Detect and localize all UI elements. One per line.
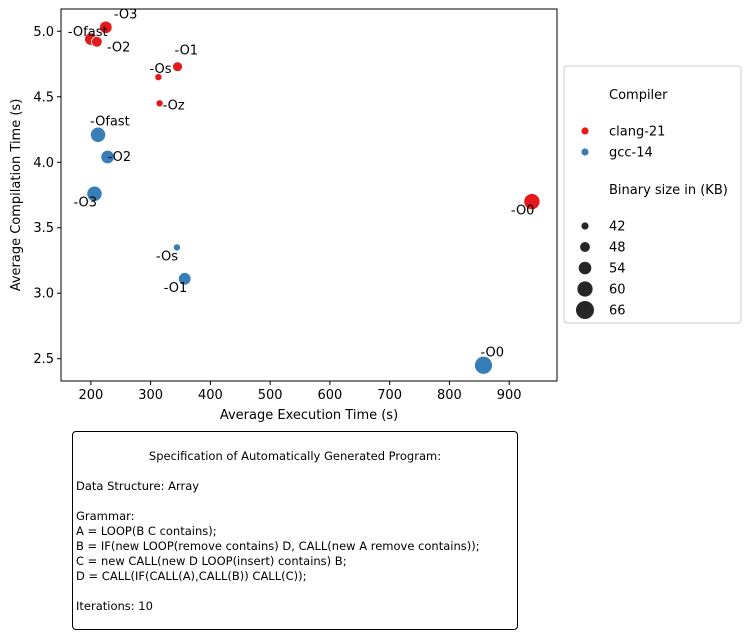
point-label: -O3: [114, 7, 138, 22]
legend-size-marker: [576, 301, 594, 319]
spec-title: Specification of Automatically Generated…: [148, 449, 442, 463]
legend: Compiler clang-21 gcc-14 Binary size in (…: [563, 65, 742, 324]
point-label: -O3: [73, 196, 97, 211]
point-gcc-14-O0: [474, 355, 493, 375]
legend-size-marker: [578, 261, 592, 275]
x-tick-label: 900: [497, 388, 522, 403]
point-clang-21-O2: [91, 35, 103, 48]
x-tick-label: 200: [78, 388, 103, 403]
point-gcc-14-O2: [100, 149, 115, 165]
spec-grammar-label: Grammar:: [76, 509, 135, 523]
legend-frame: [563, 65, 742, 324]
point-label: -O1: [175, 44, 199, 59]
legend-label-clang-21: clang-21: [609, 125, 665, 140]
y-tick-label: 2.5: [33, 352, 54, 367]
point-gcc-14-O3: [86, 185, 103, 202]
y-tick-label: 4.0: [33, 156, 54, 171]
program-spec-box: Specification of Automatically Generated…: [72, 431, 518, 630]
point-clang-21-O1: [172, 61, 183, 72]
scatter-chart: -O3-Ofast-O2 -O1-Os-Oz-O0-Ofast-O2-O3-Os-…: [9, 7, 742, 423]
legend-size-title: Binary size in (KB): [609, 183, 728, 198]
point-clang-21-O0: [523, 193, 541, 211]
point-label: -Ofast: [68, 25, 108, 40]
point-clang-21-Oz: [155, 99, 164, 108]
legend-label-gcc-14: gcc-14: [609, 146, 653, 161]
legend-hue-entries: clang-21 gcc-14: [581, 125, 665, 161]
legend-marker-clang-21: [581, 127, 589, 135]
y-tick-label: 3.0: [33, 287, 54, 302]
point-label: -O2: [107, 41, 131, 56]
legend-size-marker: [581, 222, 589, 230]
y-axis-label: Average Compilation Time (s): [9, 99, 24, 292]
point-gcc-14-Ofast: [90, 126, 107, 143]
x-tick-label: 600: [318, 388, 343, 403]
point-gcc-14-Os: [172, 243, 181, 252]
y-tick-label: 3.5: [33, 221, 54, 236]
point-label: -Ofast: [90, 115, 130, 130]
point-label: -Os: [149, 62, 171, 77]
x-tick-label: 400: [198, 388, 223, 403]
legend-size-label: 66: [609, 304, 626, 319]
x-tick-label: 800: [437, 388, 462, 403]
axes-frame: [60, 8, 558, 382]
x-tick-label: 500: [258, 388, 283, 403]
plot-area: [60, 8, 558, 382]
point-label: -O0: [511, 204, 535, 219]
point-label: -O2: [108, 150, 132, 165]
point-label: -Os: [156, 249, 178, 264]
point-labels: -O3-Ofast-O2 -O1-Os-Oz-O0-Ofast-O2-O3-Os-…: [68, 7, 535, 360]
point-label: -O0: [480, 345, 504, 360]
legend-size-marker: [577, 281, 593, 297]
spec-rule: B = IF(new LOOP(remove contains) D, CALL…: [76, 539, 480, 553]
point-gcc-14-O1: [178, 272, 192, 286]
spec-iterations: Iterations: 10: [76, 599, 153, 613]
point-clang-21-O3: [99, 20, 113, 35]
spec-rule: A = LOOP(B C contains);: [76, 524, 217, 538]
point-clang-21-Os: [154, 73, 163, 82]
legend-size-marker: [580, 242, 590, 252]
x-tick-label: 700: [377, 388, 402, 403]
x-axis-ticks: 200 300 400 500 600 700 800 900: [78, 381, 522, 403]
point-label: -O1: [164, 281, 188, 296]
y-axis-ticks: 2.5 3.0 3.5 4.0 4.5 5.0: [33, 25, 61, 367]
legend-size-label: 48: [609, 241, 626, 256]
legend-size-entries: 42 48 54 60 66: [576, 220, 626, 319]
data-points: [84, 20, 541, 375]
y-tick-label: 4.5: [33, 90, 54, 105]
x-axis-label: Average Execution Time (s): [220, 408, 398, 423]
y-tick-label: 5.0: [33, 25, 54, 40]
legend-marker-gcc-14: [581, 148, 589, 156]
legend-size-label: 60: [609, 283, 626, 298]
x-tick-label: 300: [138, 388, 163, 403]
legend-size-label: 54: [609, 262, 626, 277]
legend-hue-title: Compiler: [609, 88, 668, 103]
legend-size-label: 42: [609, 220, 626, 235]
point-label: -Oz: [163, 98, 185, 113]
spec-rule: C = new CALL(new D LOOP(insert) contains…: [76, 554, 347, 568]
spec-rule: D = CALL(IF(CALL(A),CALL(B)) CALL(C));: [76, 569, 307, 583]
spec-data-structure: Data Structure: Array: [76, 479, 200, 493]
